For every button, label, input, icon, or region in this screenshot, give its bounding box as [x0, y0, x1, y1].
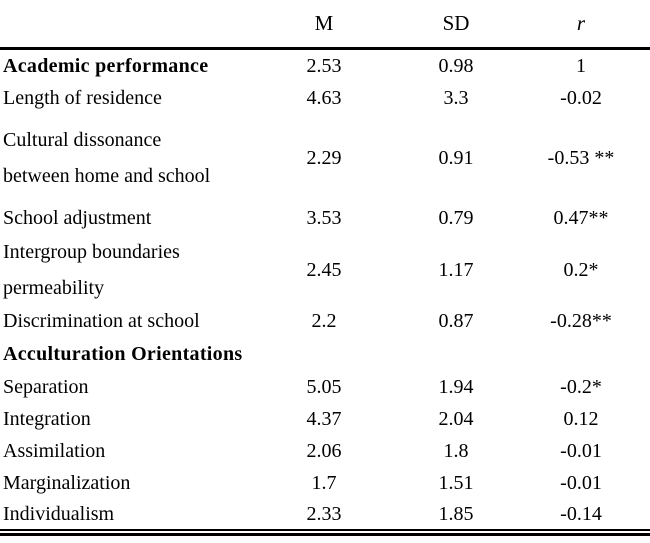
row-label: Discrimination at school [3, 309, 200, 332]
cell-r: -0.53 ** [547, 146, 615, 169]
cell-sd: 1.85 [438, 502, 474, 525]
cell-sd: 1.51 [438, 471, 474, 494]
table-row-academic-performance: Academic performance 2.53 0.98 1 [0, 50, 650, 82]
row-label: School adjustment [3, 207, 152, 229]
header-correlation: r [576, 11, 586, 36]
cell-r: 0.12 [563, 407, 599, 430]
cell-r: -0.01 [560, 471, 602, 494]
header-sd: SD [442, 11, 470, 36]
header-mean: M [314, 11, 334, 36]
row-label: Separation [3, 375, 89, 398]
cell-m: 1.7 [311, 471, 337, 494]
cell-r: 0.47** [553, 207, 609, 229]
row-label: Academic performance [3, 54, 209, 77]
cell-m: 3.53 [306, 207, 342, 229]
table-section-acculturation-orientations: Acculturation Orientations [0, 337, 650, 371]
cell-m: 4.63 [306, 86, 342, 109]
cell-sd: 3.3 [443, 86, 469, 109]
cell-r: -0.01 [560, 439, 602, 462]
table-row-separation: Separation 5.05 1.94 -0.2* [0, 371, 650, 403]
cell-m: 2.53 [306, 54, 342, 77]
table-row-intergroup-boundaries: Intergroup boundaries permeability 2.45 … [0, 235, 650, 305]
cell-sd: 0.79 [438, 207, 474, 229]
table-bottom-double-rule [0, 529, 650, 536]
cell-sd: 0.91 [438, 146, 474, 169]
cell-r: -0.28** [550, 309, 612, 332]
cell-m: 2.06 [306, 439, 342, 462]
row-label: Intergroup boundaries permeability [3, 241, 180, 299]
table-row-individualism: Individualism 2.33 1.85 -0.14 [0, 499, 650, 529]
table-row-school-adjustment: School adjustment 3.53 0.79 0.47** [0, 202, 650, 235]
cell-sd: 2.04 [438, 407, 474, 430]
cell-m: 2.45 [306, 258, 342, 281]
row-label: Marginalization [3, 471, 131, 494]
cell-m: 4.37 [306, 407, 342, 430]
cell-sd: 0.87 [438, 309, 474, 332]
cell-r: -0.02 [560, 86, 602, 109]
cell-r: -0.14 [560, 502, 602, 525]
table-row-discrimination: Discrimination at school 2.2 0.87 -0.28*… [0, 305, 650, 337]
table-row-assimilation: Assimilation 2.06 1.8 -0.01 [0, 435, 650, 467]
cell-r: 1 [576, 54, 586, 77]
row-label: Integration [3, 407, 91, 430]
row-label: Individualism [3, 502, 115, 525]
cell-m: 2.2 [311, 309, 337, 332]
table-row-cultural-dissonance: Cultural dissonance between home and sch… [0, 114, 650, 202]
section-label: Acculturation Orientations [3, 342, 243, 365]
cell-m: 5.05 [306, 375, 342, 398]
cell-sd: 1.8 [443, 439, 469, 462]
table-header-row: M SD r [0, 0, 650, 50]
table-row-marginalization: Marginalization 1.7 1.51 -0.01 [0, 467, 650, 499]
cell-sd: 0.98 [438, 54, 474, 77]
row-label: Cultural dissonance between home and sch… [3, 129, 211, 187]
row-label: Assimilation [3, 439, 106, 462]
cell-m: 2.29 [306, 146, 342, 169]
cell-r: 0.2* [563, 258, 599, 281]
cell-r: -0.2* [560, 375, 602, 398]
cell-sd: 1.94 [438, 375, 474, 398]
cell-sd: 1.17 [438, 258, 474, 281]
row-label: Length of residence [3, 86, 162, 109]
cell-m: 2.33 [306, 502, 342, 525]
table-row-length-of-residence: Length of residence 4.63 3.3 -0.02 [0, 82, 650, 114]
table-row-integration: Integration 4.37 2.04 0.12 [0, 403, 650, 435]
